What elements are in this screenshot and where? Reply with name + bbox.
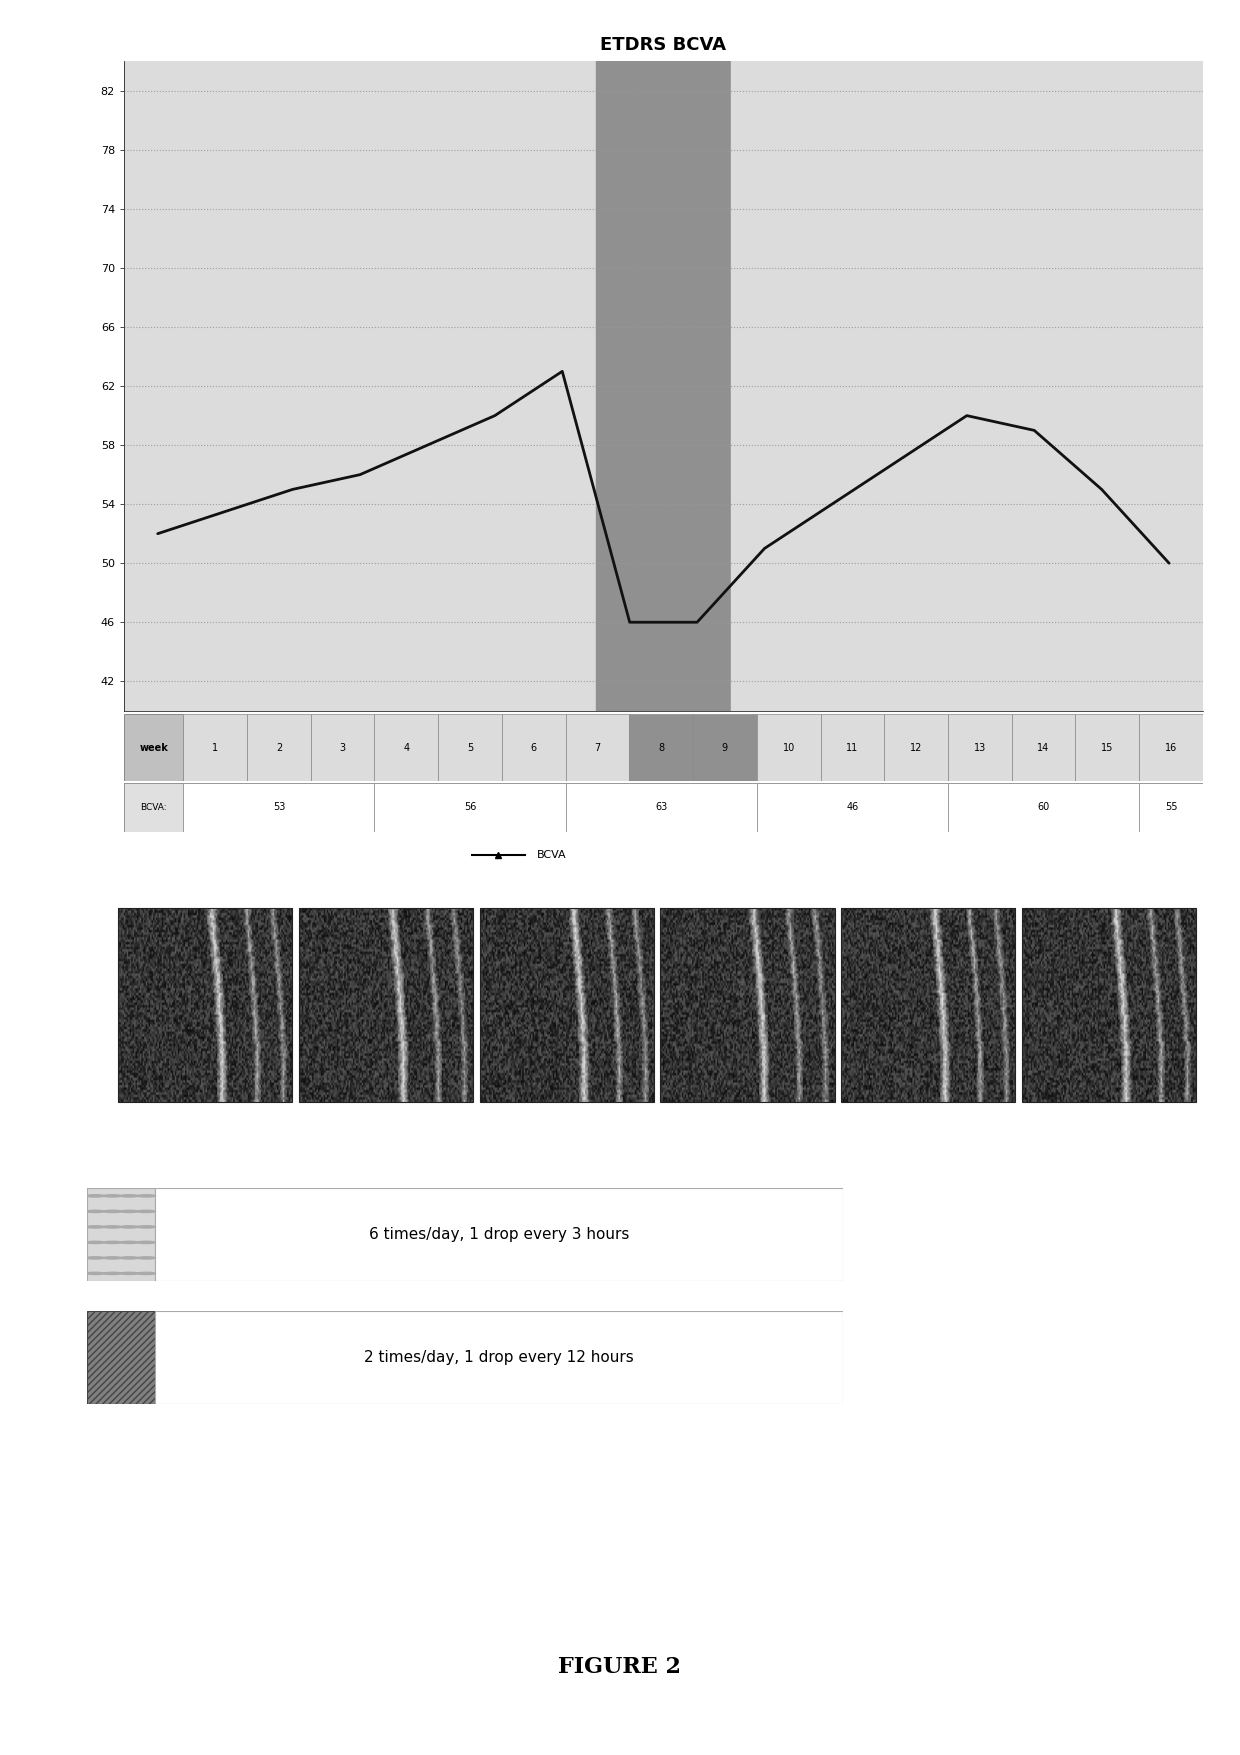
Bar xyxy=(565,783,756,832)
Text: 2: 2 xyxy=(275,742,281,753)
Text: 5: 5 xyxy=(467,742,474,753)
Text: 12: 12 xyxy=(910,742,923,753)
Text: 15: 15 xyxy=(1101,742,1114,753)
Text: 16: 16 xyxy=(1164,742,1177,753)
Bar xyxy=(841,907,1016,1102)
Text: week: week xyxy=(139,742,169,753)
Bar xyxy=(630,714,693,781)
Bar xyxy=(480,907,653,1102)
Bar xyxy=(87,1311,155,1404)
Bar xyxy=(1075,714,1140,781)
Bar xyxy=(756,783,947,832)
Text: 3: 3 xyxy=(340,742,346,753)
Circle shape xyxy=(138,1195,155,1197)
Circle shape xyxy=(120,1257,139,1258)
Circle shape xyxy=(103,1257,122,1258)
Circle shape xyxy=(103,1211,122,1213)
Text: 8: 8 xyxy=(658,742,665,753)
Bar xyxy=(124,714,184,781)
Circle shape xyxy=(138,1241,155,1244)
Bar xyxy=(87,1188,155,1281)
Text: 6: 6 xyxy=(531,742,537,753)
Text: 55: 55 xyxy=(1164,802,1177,813)
Bar xyxy=(596,61,730,711)
Circle shape xyxy=(87,1241,104,1244)
Bar xyxy=(124,783,184,832)
Circle shape xyxy=(138,1225,155,1228)
Bar xyxy=(1140,714,1203,781)
Bar xyxy=(1140,783,1203,832)
Bar xyxy=(1012,714,1075,781)
Text: 14: 14 xyxy=(1038,742,1049,753)
Circle shape xyxy=(87,1257,104,1258)
Text: 56: 56 xyxy=(464,802,476,813)
Text: 60: 60 xyxy=(1038,802,1049,813)
Circle shape xyxy=(103,1225,122,1228)
Text: BCVA:: BCVA: xyxy=(140,802,167,813)
Text: 53: 53 xyxy=(273,802,285,813)
Bar xyxy=(374,714,438,781)
Circle shape xyxy=(138,1211,155,1213)
Bar xyxy=(184,714,247,781)
Bar xyxy=(299,907,474,1102)
Bar xyxy=(661,907,835,1102)
Circle shape xyxy=(103,1241,122,1244)
Text: BCVA: BCVA xyxy=(537,849,567,860)
Bar xyxy=(247,714,311,781)
Circle shape xyxy=(103,1195,122,1197)
Bar xyxy=(438,714,502,781)
Circle shape xyxy=(87,1195,104,1197)
Bar xyxy=(565,714,630,781)
Circle shape xyxy=(120,1225,139,1228)
Circle shape xyxy=(120,1272,139,1274)
Circle shape xyxy=(138,1257,155,1258)
Text: 10: 10 xyxy=(782,742,795,753)
Bar xyxy=(118,907,293,1102)
Text: 7: 7 xyxy=(594,742,600,753)
Bar xyxy=(947,783,1140,832)
Text: 11: 11 xyxy=(846,742,858,753)
Bar xyxy=(756,714,821,781)
Bar xyxy=(184,783,374,832)
Bar xyxy=(821,714,884,781)
Circle shape xyxy=(120,1195,139,1197)
Circle shape xyxy=(87,1211,104,1213)
Text: 46: 46 xyxy=(846,802,858,813)
Bar xyxy=(124,61,596,711)
Text: 2 times/day, 1 drop every 12 hours: 2 times/day, 1 drop every 12 hours xyxy=(365,1350,634,1365)
Text: FIGURE 2: FIGURE 2 xyxy=(558,1657,682,1678)
Circle shape xyxy=(103,1272,122,1274)
Bar xyxy=(947,714,1012,781)
Text: 63: 63 xyxy=(655,802,667,813)
Text: 9: 9 xyxy=(722,742,728,753)
Bar xyxy=(502,714,565,781)
Circle shape xyxy=(138,1272,155,1274)
Bar xyxy=(884,714,947,781)
Bar xyxy=(730,61,1203,711)
Text: 13: 13 xyxy=(973,742,986,753)
Circle shape xyxy=(120,1241,139,1244)
Text: 1: 1 xyxy=(212,742,218,753)
Circle shape xyxy=(87,1225,104,1228)
Bar xyxy=(311,714,374,781)
Text: 4: 4 xyxy=(403,742,409,753)
Circle shape xyxy=(87,1272,104,1274)
Bar xyxy=(374,783,565,832)
Circle shape xyxy=(120,1211,139,1213)
Bar xyxy=(1022,907,1197,1102)
Bar xyxy=(693,714,756,781)
Title: ETDRS BCVA: ETDRS BCVA xyxy=(600,37,727,54)
Text: 6 times/day, 1 drop every 3 hours: 6 times/day, 1 drop every 3 hours xyxy=(368,1227,629,1243)
